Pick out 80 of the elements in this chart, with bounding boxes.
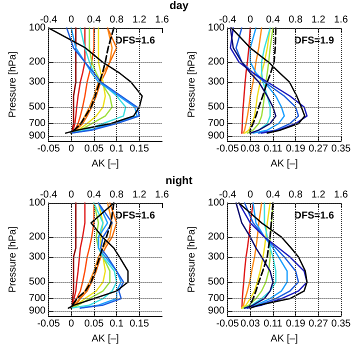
y-tick-label: 300 — [208, 76, 226, 88]
annotation: DFS=1.6 — [115, 210, 156, 222]
y-tick-label: 300 — [208, 251, 226, 262]
x-tick-label: 0.1 — [110, 144, 124, 155]
x-tick-label: 0.27 — [308, 318, 328, 330]
x-tick-label: 0.05 — [84, 318, 104, 330]
x-tick-label: 0.15 — [130, 144, 150, 155]
x2-tick-label: 0.8 — [110, 190, 124, 200]
x2-tick-label: 0 — [68, 190, 74, 200]
y-axis-title: Pressure [hPa] — [8, 226, 18, 293]
y-tick-label: 700 — [28, 118, 46, 130]
y-tick-label: 200 — [28, 232, 46, 243]
x-tick-label: 0.35 — [331, 144, 352, 155]
y-axis-title: Pressure [hPa] — [8, 51, 18, 118]
x2-tick-label: 0.4 — [266, 14, 280, 26]
x-tick-label: 0.19 — [286, 318, 306, 330]
y-tick-label: 900 — [28, 305, 46, 316]
y-axis-title: Pressure [hPa] — [186, 226, 198, 293]
annotation: DFS=1.9 — [294, 36, 334, 46]
x2-tick-label: 1.6 — [334, 190, 348, 200]
x-tick-label: 0.05 — [84, 144, 104, 155]
x-axis-title: AK [–] — [270, 158, 298, 170]
x2-tick-label: 0.4 — [87, 190, 102, 200]
x-tick-label: 0.03 — [240, 318, 260, 330]
y-tick-label: 200 — [28, 56, 46, 68]
x-tick-label: 0 — [68, 318, 74, 330]
x-axis-title: AK [–] — [270, 334, 298, 344]
x2-tick-label: 1.2 — [132, 190, 147, 200]
x2-tick-label: 0.4 — [266, 190, 280, 200]
x-axis-title: AK [–] — [92, 158, 120, 170]
x2-tick-label: 1.6 — [155, 190, 170, 200]
y-tick-label: 700 — [208, 293, 226, 304]
y-tick-label: 700 — [208, 118, 226, 130]
y-tick-label: 500 — [28, 276, 46, 288]
y-tick-label: 100 — [28, 22, 46, 34]
x2-tick-label: 0.4 — [87, 14, 102, 26]
y-tick-label: 500 — [28, 102, 46, 113]
x-tick-label: -0.05 — [216, 318, 240, 330]
annotation: DFS=1.6 — [294, 210, 334, 222]
y-tick-label: 100 — [28, 198, 46, 208]
x2-tick-label: 0 — [247, 14, 254, 26]
x-tick-label: 0 — [68, 144, 74, 155]
x-tick-label: -0.05 — [216, 144, 240, 155]
x-tick-label: 0.1 — [110, 318, 124, 330]
y-tick-label: 200 — [208, 56, 226, 68]
x2-tick-label: 1.2 — [311, 14, 326, 26]
x-tick-label: 0.35 — [331, 318, 352, 330]
y-tick-label: 500 — [208, 276, 226, 288]
y-tick-label: 100 — [208, 22, 226, 34]
x2-tick-label: 0.8 — [288, 14, 304, 26]
x2-tick-label: 1.2 — [311, 190, 326, 200]
y-tick-label: 300 — [28, 76, 46, 88]
x-tick-label: -0.05 — [37, 318, 60, 330]
x2-tick-label: 1.6 — [334, 14, 348, 26]
y-tick-label: 900 — [208, 305, 226, 316]
x2-tick-label: 1.6 — [155, 14, 170, 26]
x-tick-label: 0.11 — [264, 144, 283, 155]
y-tick-label: 700 — [28, 293, 46, 304]
y-tick-label: 200 — [208, 232, 226, 243]
x-tick-label: 0.11 — [264, 318, 283, 330]
x2-tick-label: 1.2 — [132, 14, 147, 26]
x-tick-label: 0.27 — [308, 144, 328, 155]
y-tick-label: 500 — [208, 102, 226, 113]
annotation: DFS=1.6 — [115, 36, 156, 46]
x2-tick-label: 0.8 — [110, 14, 124, 26]
x-tick-label: 0.15 — [130, 318, 150, 330]
y-tick-label: 300 — [28, 251, 46, 262]
y-tick-label: 100 — [208, 198, 226, 208]
y-axis-title: Pressure [hPa] — [186, 51, 198, 118]
x-tick-label: 0.03 — [240, 144, 260, 155]
x2-tick-label: 0 — [247, 190, 254, 200]
x-tick-label: 0.19 — [286, 144, 306, 155]
x2-tick-label: 0.8 — [288, 190, 304, 200]
x2-tick-label: 0 — [68, 14, 74, 26]
y-tick-label: 900 — [28, 130, 46, 142]
chart-title: night — [164, 175, 194, 187]
x-tick-label: -0.05 — [37, 144, 60, 155]
y-tick-label: 900 — [208, 130, 226, 142]
x-axis-title: AK [–] — [92, 334, 120, 344]
chart-title: day — [168, 0, 190, 12]
